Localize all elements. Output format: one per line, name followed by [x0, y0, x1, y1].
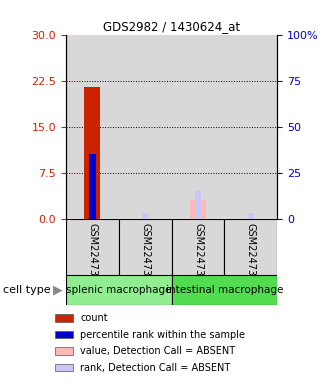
- Text: GSM224733: GSM224733: [87, 223, 97, 283]
- Text: count: count: [81, 313, 108, 323]
- Bar: [224, 219, 277, 275]
- Bar: [55, 364, 73, 371]
- Bar: [55, 331, 73, 338]
- Bar: [142, 213, 148, 219]
- Bar: [89, 154, 96, 219]
- Text: splenic macrophage: splenic macrophage: [66, 285, 172, 295]
- Bar: [119, 219, 172, 275]
- Bar: [66, 35, 119, 219]
- Bar: [248, 213, 254, 219]
- Bar: [84, 87, 100, 219]
- Bar: [55, 347, 73, 355]
- Text: percentile rank within the sample: percentile rank within the sample: [81, 329, 246, 339]
- Text: rank, Detection Call = ABSENT: rank, Detection Call = ABSENT: [81, 362, 231, 372]
- Text: cell type: cell type: [3, 285, 51, 295]
- Bar: [66, 219, 119, 275]
- Bar: [55, 314, 73, 322]
- Bar: [195, 191, 201, 219]
- Bar: [66, 275, 172, 305]
- Text: GSM224736: GSM224736: [246, 223, 256, 283]
- Bar: [224, 35, 277, 219]
- Bar: [172, 35, 224, 219]
- Text: intestinal macrophage: intestinal macrophage: [166, 285, 283, 295]
- Bar: [190, 200, 206, 219]
- Text: value, Detection Call = ABSENT: value, Detection Call = ABSENT: [81, 346, 236, 356]
- Bar: [119, 35, 172, 219]
- Bar: [172, 219, 224, 275]
- Bar: [172, 275, 277, 305]
- Text: GSM224734: GSM224734: [193, 223, 203, 283]
- Text: ▶: ▶: [53, 283, 63, 296]
- Text: GSM224735: GSM224735: [140, 223, 150, 283]
- Title: GDS2982 / 1430624_at: GDS2982 / 1430624_at: [103, 20, 240, 33]
